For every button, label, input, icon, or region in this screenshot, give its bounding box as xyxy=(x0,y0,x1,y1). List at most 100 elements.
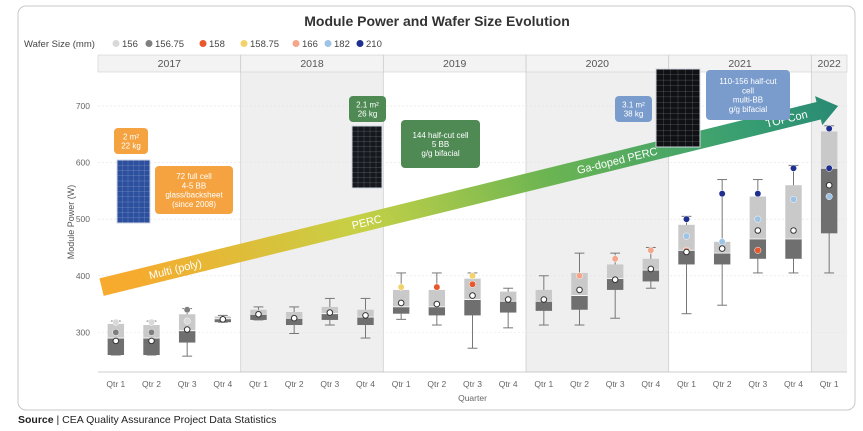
box-lower xyxy=(428,306,446,316)
wafer-point xyxy=(469,280,476,288)
x-tick-label: Qtr 4 xyxy=(641,379,660,389)
annotation-text: g/g bifacial xyxy=(729,105,767,114)
box-mean-marker xyxy=(255,310,262,318)
annotation-text: glass/backsheet xyxy=(165,191,223,200)
annotation-bg xyxy=(155,166,233,214)
legend-label: 158 xyxy=(209,39,225,50)
annotation-text: 110-156 half-cut xyxy=(719,77,777,86)
legend-label: 158.75 xyxy=(250,39,279,50)
source-note: Source | CEA Quality Assurance Project D… xyxy=(18,414,277,426)
x-tick-label: Qtr 1 xyxy=(392,379,411,389)
annotation-bg xyxy=(114,128,148,154)
box-plot xyxy=(285,306,303,335)
y-tick-label: 400 xyxy=(76,271,90,281)
box-plot xyxy=(749,179,767,274)
year-label: 2019 xyxy=(443,58,467,70)
box-upper xyxy=(820,131,838,169)
box-plot xyxy=(214,314,232,323)
wafer-point xyxy=(469,272,476,280)
wafer-point xyxy=(183,317,191,325)
box-mean-marker xyxy=(219,316,227,323)
legend: Wafer Size (mm) 156 156.75 158 158.75 166 182 2… xyxy=(24,39,382,50)
box-lower xyxy=(499,301,517,313)
annotation-text: 2 m² xyxy=(123,132,139,141)
box-mean-marker xyxy=(433,300,441,308)
box-mean-marker xyxy=(647,265,655,273)
legend-label: 166 xyxy=(302,39,318,50)
wafer-point xyxy=(433,283,441,291)
x-tick-label: Qtr 3 xyxy=(748,379,767,389)
legend-title: Wafer Size (mm) xyxy=(24,39,95,50)
box-plot xyxy=(321,297,339,326)
box-plot xyxy=(107,318,125,356)
legend-entry: 182 xyxy=(324,39,350,50)
wafer-point xyxy=(825,193,833,200)
box-plot xyxy=(499,287,517,329)
box-plot xyxy=(392,272,410,320)
x-tick-label: Qtr 4 xyxy=(356,379,375,389)
box-plot xyxy=(428,272,446,326)
year-column: 2017 xyxy=(97,54,242,73)
wafer-point xyxy=(825,125,833,133)
box-mean-marker xyxy=(469,292,476,299)
annotation-text: (since 2008) xyxy=(172,200,216,209)
box-upper xyxy=(428,289,446,307)
year-label: 2021 xyxy=(728,58,752,70)
box-plot xyxy=(785,164,802,274)
legend-label: 182 xyxy=(334,39,350,50)
x-axis-label: Quarter xyxy=(458,393,487,403)
box-upper xyxy=(464,278,481,300)
wafer-point xyxy=(754,190,762,198)
box-upper xyxy=(535,289,553,302)
wafer-point xyxy=(397,283,405,291)
wafer-point xyxy=(647,246,655,254)
legend-label: 156 xyxy=(122,39,138,50)
wafer-point xyxy=(754,215,762,223)
wafer-point xyxy=(148,328,155,336)
box-lower xyxy=(678,250,695,265)
box-mean-marker xyxy=(825,181,833,189)
box-plot xyxy=(535,275,553,326)
perc-module-image xyxy=(351,125,383,189)
box-upper xyxy=(392,289,410,307)
box-lower xyxy=(464,299,481,316)
x-tick-label: Qtr 1 xyxy=(106,379,125,389)
box-upper xyxy=(606,264,624,279)
x-tick-label: Qtr 4 xyxy=(213,379,232,389)
x-tick-label: Qtr 2 xyxy=(285,379,304,389)
box-lower xyxy=(321,313,339,320)
box-mean-marker xyxy=(397,299,405,307)
annotation-bg xyxy=(706,70,790,120)
poly-module-image xyxy=(116,159,151,224)
wafer-point xyxy=(718,190,726,198)
wafer-point xyxy=(790,164,797,172)
box-mean-marker xyxy=(576,286,583,294)
annotation-text: 4-5 BB xyxy=(182,181,206,190)
x-tick-label: Qtr 3 xyxy=(178,379,197,389)
year-label: 2017 xyxy=(158,58,182,70)
box-plot xyxy=(642,246,660,289)
annotation-bg xyxy=(349,96,386,122)
legend-entry: 210 xyxy=(356,39,382,50)
box-plot xyxy=(178,306,196,357)
x-tick-label: Qtr 3 xyxy=(463,379,482,389)
box-lower xyxy=(143,338,160,356)
wafer-point xyxy=(683,215,690,223)
legend-marker xyxy=(240,40,248,47)
box-lower xyxy=(571,295,588,310)
year-label: 2022 xyxy=(817,58,841,70)
panel-body xyxy=(655,68,701,148)
box-plot xyxy=(250,306,267,321)
x-tick-label: Qtr 2 xyxy=(427,379,446,389)
y-tick-label: 700 xyxy=(76,101,90,111)
panel-body xyxy=(351,125,383,189)
annotation-text: 26 kg xyxy=(358,110,378,119)
box-plot xyxy=(464,272,481,349)
box-lower xyxy=(713,253,731,265)
box-mean-marker xyxy=(540,296,548,303)
wafer-point xyxy=(148,318,155,326)
x-tick-label: Qtr 2 xyxy=(713,379,732,389)
